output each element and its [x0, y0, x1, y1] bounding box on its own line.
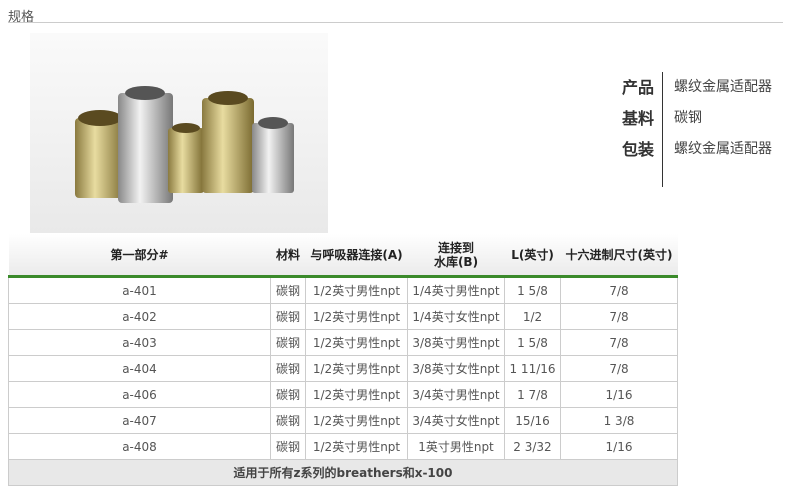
- table-row: a-408 碳钢 1/2英寸男性npt 1英寸男性npt 2 3/32 1/16: [8, 433, 678, 460]
- table-cell: 1/4英寸女性npt: [407, 303, 505, 330]
- table-cell: 碳钢: [270, 381, 306, 408]
- table-cell: 1/16: [560, 381, 678, 408]
- table-cell: 7/8: [560, 355, 678, 382]
- table-cell: 碳钢: [270, 303, 306, 330]
- table-cell: 7/8: [560, 276, 678, 304]
- table-cell: 1/2英寸男性npt: [305, 433, 408, 460]
- spec-list: 产品 螺纹金属适配器 基料 碳钢 包装 螺纹金属适配器: [600, 70, 772, 163]
- table-footer-note: 适用于所有z系列的breathers和x-100: [8, 459, 678, 486]
- table-cell: 1/2英寸男性npt: [305, 303, 408, 330]
- col-header: L(英寸): [504, 234, 561, 278]
- product-image: [30, 33, 328, 233]
- table-cell: 1 7/8: [504, 381, 561, 408]
- section-title: 规格: [8, 10, 35, 25]
- table-cell: 碳钢: [270, 407, 306, 434]
- table-row: a-401 碳钢 1/2英寸男性npt 1/4英寸男性npt 1 5/8 7/8: [8, 276, 678, 304]
- table-cell: 2 3/32: [504, 433, 561, 460]
- table-cell: 1英寸男性npt: [407, 433, 505, 460]
- table-row: a-407 碳钢 1/2英寸男性npt 3/4英寸女性npt 15/16 1 3/8: [8, 407, 678, 434]
- table-cell: 3/8英寸男性npt: [407, 329, 505, 356]
- col-header: 与呼吸器连接(A): [305, 234, 408, 278]
- table-cell: 1/16: [560, 433, 678, 460]
- table-cell: 7/8: [560, 303, 678, 330]
- table-cell: 碳钢: [270, 329, 306, 356]
- table-cell: 15/16: [504, 407, 561, 434]
- table-cell: 1 5/8: [504, 329, 561, 356]
- col-header: 连接到 水库(B): [407, 234, 505, 278]
- table-cell: a-401: [8, 276, 271, 304]
- table-header-row: 第一部分# 材料 与呼吸器连接(A) 连接到 水库(B) L(英寸) 十六进制尺…: [8, 234, 678, 278]
- table-cell: 1/2英寸男性npt: [305, 381, 408, 408]
- table-cell: 1 11/16: [504, 355, 561, 382]
- table-cell: 1/4英寸男性npt: [407, 276, 505, 304]
- table-cell: a-404: [8, 355, 271, 382]
- table-row: a-403 碳钢 1/2英寸男性npt 3/8英寸男性npt 1 5/8 7/8: [8, 329, 678, 356]
- table-cell: a-407: [8, 407, 271, 434]
- table-cell: 1/2英寸男性npt: [305, 355, 408, 382]
- table-row: a-402 碳钢 1/2英寸男性npt 1/4英寸女性npt 1/2 7/8: [8, 303, 678, 330]
- table-cell: a-402: [8, 303, 271, 330]
- spec-material: 基料 碳钢: [621, 108, 702, 128]
- table-cell: 3/4英寸男性npt: [407, 381, 505, 408]
- table-cell: 1/2英寸男性npt: [305, 329, 408, 356]
- table-row: a-406 碳钢 1/2英寸男性npt 3/4英寸男性npt 1 7/8 1/16: [8, 381, 678, 408]
- table-cell: 3/4英寸女性npt: [407, 407, 505, 434]
- col-header: 十六进制尺寸(英寸): [560, 234, 678, 278]
- table-footer-row: 适用于所有z系列的breathers和x-100: [8, 459, 678, 486]
- table-cell: 1/2英寸男性npt: [305, 407, 408, 434]
- table-cell: 3/8英寸女性npt: [407, 355, 505, 382]
- spec-product: 产品 螺纹金属适配器: [621, 77, 772, 97]
- table-cell: 碳钢: [270, 355, 306, 382]
- spec-divider: [662, 72, 663, 187]
- table-cell: 1 5/8: [504, 276, 561, 304]
- col-header: 第一部分#: [8, 234, 271, 278]
- table-cell: 碳钢: [270, 276, 306, 304]
- table-cell: 7/8: [560, 329, 678, 356]
- col-header: 材料: [270, 234, 306, 278]
- table-cell: 1 3/8: [560, 407, 678, 434]
- table-cell: 碳钢: [270, 433, 306, 460]
- spec-packaging: 包装 螺纹金属适配器: [621, 139, 772, 159]
- table-cell: 1/2英寸男性npt: [305, 276, 408, 304]
- table-cell: 1/2: [504, 303, 561, 330]
- table-cell: a-408: [8, 433, 271, 460]
- table-cell: a-406: [8, 381, 271, 408]
- table-cell: a-403: [8, 329, 271, 356]
- divider: [8, 22, 783, 23]
- table-row: a-404 碳钢 1/2英寸男性npt 3/8英寸女性npt 1 11/16 7/8: [8, 355, 678, 382]
- parts-table: 第一部分# 材料 与呼吸器连接(A) 连接到 水库(B) L(英寸) 十六进制尺…: [8, 234, 678, 486]
